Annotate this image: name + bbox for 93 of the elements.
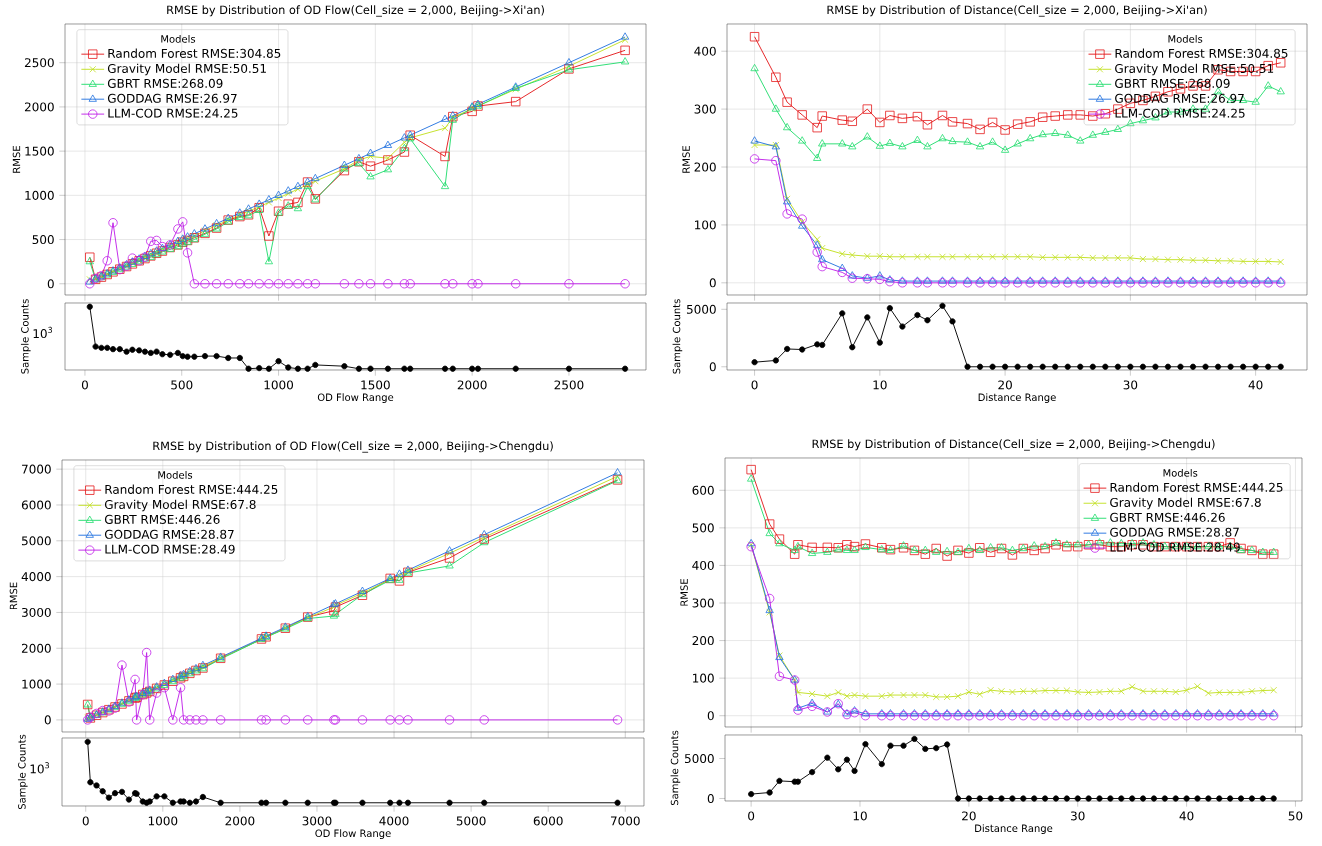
legend-label: GODDAG RMSE:26.97 <box>107 93 237 103</box>
y-tick-label: 1500 <box>25 146 54 156</box>
legend-title: Models <box>1168 35 1203 43</box>
y-tick-label: 0 <box>707 793 714 804</box>
y-axis-title: RMSE <box>682 146 690 173</box>
y-tick-label: 300 <box>694 104 716 114</box>
x-tick-label: 2000 <box>457 380 487 390</box>
x-tick-label: 0 <box>751 380 758 390</box>
y-axis-title: Sample Counts <box>20 299 31 374</box>
y-tick-label: 100 <box>693 673 714 683</box>
x-tick-label: 7000 <box>610 816 640 826</box>
x-tick-label: 50 <box>1288 811 1303 821</box>
x-tick-label: 3000 <box>302 816 332 826</box>
legend-label: GBRT RMSE:268.09 <box>107 78 223 88</box>
legend-title: Models <box>158 471 193 479</box>
x-tick-label: 40 <box>1248 380 1263 390</box>
x-axis-title: OD Flow Range <box>315 829 391 839</box>
y-tick-label: 100 <box>695 220 716 230</box>
y-tick-label: 200 <box>694 162 716 172</box>
y-tick-label: 7000 <box>22 464 51 474</box>
chart-title: RMSE by Distribution of Distance(Cell_size = 2,000, Beijing->Xi'an) <box>827 5 1207 17</box>
text: 10$^{3}$ <box>33 326 53 339</box>
x-tick-label: 6000 <box>533 816 563 826</box>
y-tick-label: 1000 <box>25 190 54 200</box>
x-tick-label: 0 <box>81 380 88 390</box>
y-tick-label: 400 <box>692 560 714 570</box>
y-tick-label: 500 <box>692 523 714 533</box>
y-tick-label: 6000 <box>21 500 51 510</box>
y-tick-label: 5000 <box>684 753 714 764</box>
y-tick-label: 5000 <box>686 304 716 314</box>
x-tick-label: 40 <box>1179 811 1194 821</box>
legend-label: GBRT RMSE:446.26 <box>1110 512 1225 522</box>
y-tick-label: 0 <box>709 278 716 288</box>
legend-label: GODDAG RMSE:28.87 <box>1110 527 1239 537</box>
chart-title: RMSE by Distribution of Distance(Cell_size = 2,000, Beijing->Chengdu) <box>812 439 1215 451</box>
x-axis-title: OD Flow Range <box>317 393 394 403</box>
x-tick-label: 10 <box>873 380 887 390</box>
legend-label: Gravity Model RMSE:67.8 <box>1110 497 1261 510</box>
y-tick-label: 200 <box>692 636 714 646</box>
legend-label: Random Forest RMSE:304.85 <box>108 48 281 58</box>
y-tick-label: 1000 <box>22 679 51 689</box>
x-tick-label: 1000 <box>148 816 178 826</box>
y-axis-title: Sample Counts <box>17 734 28 810</box>
legend-label: LLM-COD RMSE:24.25 <box>1115 108 1245 118</box>
legend-label: GBRT RMSE:446.26 <box>104 514 220 524</box>
y-tick-label: 0 <box>709 362 716 372</box>
x-tick-label: 2000 <box>225 816 255 826</box>
x-tick-label: 5000 <box>456 816 486 826</box>
y-tick-label: 0 <box>707 711 714 721</box>
legend-label: Gravity Model RMSE:50.51 <box>107 63 266 76</box>
legend-label: LLM-COD RMSE:24.25 <box>108 108 238 118</box>
x-tick-label: 30 <box>1071 811 1085 821</box>
x-tick-label: 500 <box>171 380 193 390</box>
x-tick-label: 20 <box>998 380 1012 390</box>
y-tick-label: 2000 <box>24 102 54 112</box>
x-tick-label: 1500 <box>361 380 390 390</box>
y-tick-label: 400 <box>694 46 716 56</box>
y-axis-title: Sample Counts <box>672 299 683 374</box>
y-axis-title: Sample Counts <box>670 730 681 806</box>
y-tick-label: 600 <box>692 485 714 495</box>
y-tick-label: 3000 <box>21 607 51 617</box>
y-tick-label: 2500 <box>24 58 54 68</box>
y-axis-title: RMSE <box>680 579 688 606</box>
legend-label: GODDAG RMSE:28.87 <box>104 529 234 539</box>
x-tick-label: 30 <box>1123 380 1138 390</box>
x-tick-label: 2500 <box>554 380 584 390</box>
x-tick-label: 4000 <box>379 816 409 826</box>
y-axis-title: RMSE <box>12 146 21 173</box>
chart-title: RMSE by Distribution of OD Flow(Cell_size = 2,000, Beijing->Xi'an) <box>167 5 544 17</box>
legend-title: Models <box>1163 468 1198 477</box>
y-tick-label: 2000 <box>21 643 51 653</box>
y-tick-label: 0 <box>44 715 51 725</box>
y-axis-title: RMSE <box>9 582 18 610</box>
legend-label: Random Forest RMSE:304.85 <box>1115 48 1288 58</box>
x-tick-label: 0 <box>748 811 755 821</box>
y-tick-label: 500 <box>32 235 54 245</box>
x-axis-title: Distance Range <box>978 393 1056 403</box>
legend-title: Models <box>161 35 196 43</box>
x-tick-label: 10 <box>853 811 867 821</box>
y-tick-label: 4000 <box>21 572 51 582</box>
chart-title: RMSE by Distribution of OD Flow(Cell_size = 2,000, Beijing->Chengdu) <box>153 441 553 453</box>
text: 10$^{3}$ <box>30 762 50 774</box>
legend-label: Random Forest RMSE:444.25 <box>1110 482 1283 492</box>
legend-label: LLM-COD RMSE:28.49 <box>105 544 235 554</box>
legend-label: Random Forest RMSE:444.25 <box>105 484 278 494</box>
legend-label: Gravity Model RMSE:67.8 <box>104 499 256 512</box>
x-tick-label: 1000 <box>264 380 294 390</box>
y-tick-label: 5000 <box>21 536 51 546</box>
y-tick-label: 0 <box>47 279 54 289</box>
x-tick-label: 0 <box>82 816 89 826</box>
x-axis-title: Distance Range <box>975 824 1053 834</box>
y-tick-label: 300 <box>692 598 714 608</box>
x-tick-label: 20 <box>962 811 976 821</box>
